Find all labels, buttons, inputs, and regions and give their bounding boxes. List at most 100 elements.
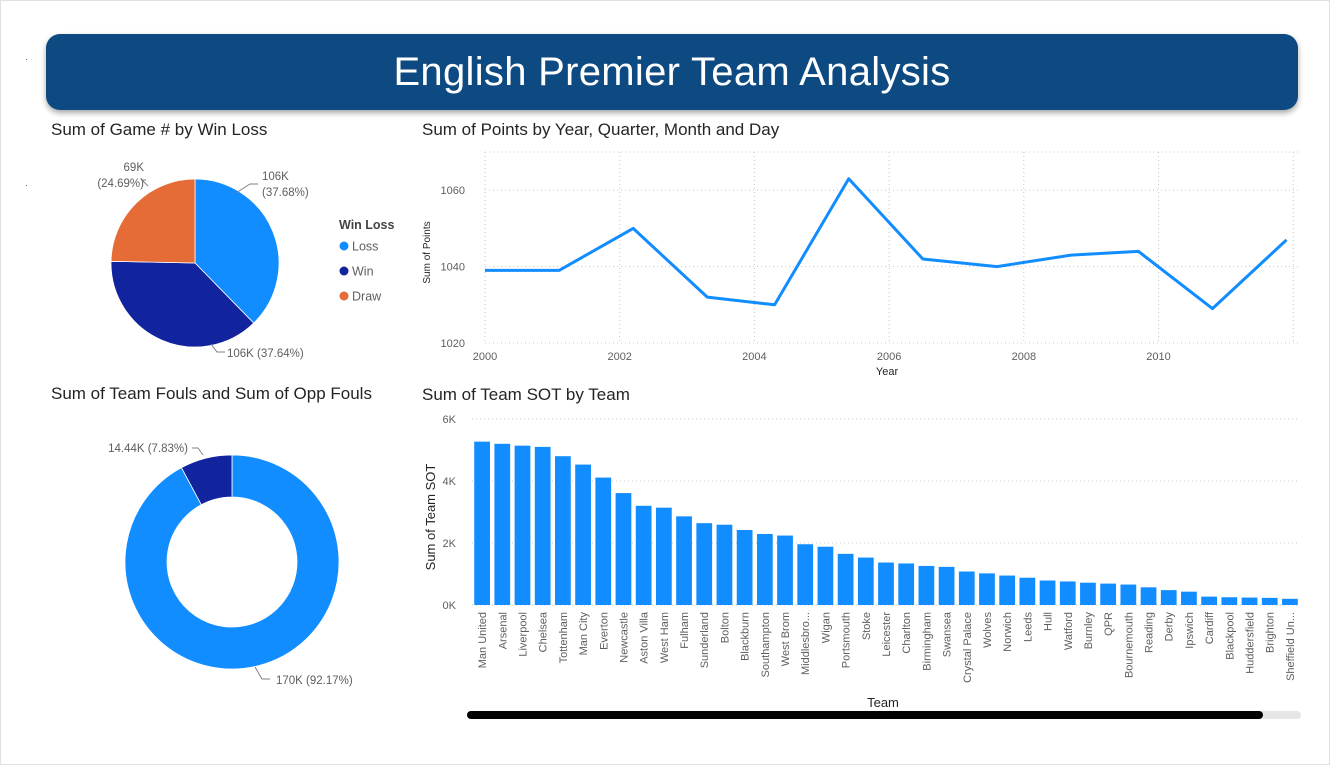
- bar-x-tick: Fulham: [679, 612, 691, 649]
- bar-leicester[interactable]: [878, 562, 894, 605]
- donut-label-minor: 14.44K (7.83%): [108, 443, 188, 455]
- bar-x-tick: Newcastle: [618, 612, 630, 663]
- bar-x-tick: Charlton: [901, 612, 913, 654]
- bar-southampton[interactable]: [756, 534, 773, 605]
- pie-leader-lines: [140, 179, 258, 353]
- bar-burnley[interactable]: [1080, 582, 1096, 605]
- bar-norwich[interactable]: [999, 575, 1016, 605]
- points-data-point[interactable]: [1283, 236, 1291, 244]
- bar-cardiff[interactable]: [1201, 596, 1217, 605]
- points-data-point[interactable]: [555, 266, 563, 274]
- bar-derby[interactable]: [1160, 590, 1177, 605]
- bar-wigan[interactable]: [817, 546, 834, 605]
- pie-slice-win[interactable]: [110, 260, 255, 348]
- fouls-donut-chart[interactable]: 170K (92.17%) 14.44K (7.83%): [40, 405, 410, 705]
- bar-man-united[interactable]: [474, 441, 490, 605]
- bar-ipswich[interactable]: [1181, 591, 1197, 605]
- team-sot-bar-chart[interactable]: 0K 2K 4K 6K Sum of Team SOT Man United Arsenal…: [410, 405, 1310, 710]
- pie-label-draw-pct: (24.69%): [97, 178, 144, 190]
- pie-label-draw-value: 69K: [124, 162, 145, 174]
- bar-x-tick: Blackburn: [740, 612, 752, 661]
- bar-leeds[interactable]: [1019, 577, 1036, 605]
- legend-item-loss[interactable]: Loss: [339, 240, 379, 254]
- points-data-point[interactable]: [919, 255, 927, 263]
- scrollbar-thumb[interactable]: [467, 711, 1263, 719]
- line-y-tick: 1040: [441, 262, 465, 274]
- legend-label: Loss: [352, 240, 378, 254]
- points-data-point[interactable]: [993, 263, 1001, 271]
- points-data-point[interactable]: [481, 266, 489, 274]
- points-data-point[interactable]: [629, 224, 637, 232]
- bar-x-tick: Chelsea: [538, 611, 550, 652]
- bar-west-brom[interactable]: [777, 535, 793, 605]
- bar-aston-villa[interactable]: [635, 505, 652, 605]
- bar-man-city[interactable]: [575, 464, 591, 605]
- bar-hull[interactable]: [1039, 580, 1056, 605]
- bar-x-tick: Leicester: [881, 612, 893, 657]
- bar-wolves[interactable]: [979, 573, 995, 605]
- line-x-tick: 2004: [742, 351, 766, 363]
- points-data-point[interactable]: [1134, 247, 1142, 255]
- bar-crystal-palace[interactable]: [958, 571, 975, 605]
- bar-qpr[interactable]: [1100, 583, 1117, 605]
- bar-blackburn[interactable]: [736, 529, 753, 605]
- pie-slice-loss[interactable]: [194, 178, 280, 324]
- donut-slice-major[interactable]: [124, 454, 340, 670]
- bar-tottenham[interactable]: [555, 456, 571, 605]
- bar-chelsea[interactable]: [534, 446, 551, 605]
- bar-bolton[interactable]: [716, 524, 733, 605]
- bar-west-ham[interactable]: [655, 507, 672, 605]
- legend-item-win[interactable]: Win: [339, 265, 374, 279]
- bar-chart-scrollbar[interactable]: [467, 711, 1301, 719]
- bar-x-tick: Bolton: [719, 612, 731, 643]
- bar-y-tick: 0K: [443, 600, 457, 612]
- bar-x-tick: West Brom: [780, 612, 792, 666]
- donut-leader-lines: [192, 447, 270, 680]
- bar-newcastle[interactable]: [615, 493, 632, 605]
- bar-fulham[interactable]: [676, 516, 692, 605]
- bar-arsenal[interactable]: [494, 443, 511, 605]
- bar-x-tick: Burnley: [1083, 612, 1095, 650]
- line-chart-title: Sum of Points by Year, Quarter, Month an…: [422, 120, 780, 139]
- bar-x-tick: Wigan: [820, 612, 832, 643]
- bar-x-tick: QPR: [1103, 612, 1115, 636]
- pie-label-win: 106K (37.64%): [227, 348, 304, 360]
- bar-sheffield-un[interactable]: [1282, 598, 1298, 605]
- bar-everton[interactable]: [595, 477, 612, 605]
- line-x-tick: 2002: [607, 351, 631, 363]
- bar-birmingham[interactable]: [918, 565, 935, 605]
- points-data-point[interactable]: [1208, 305, 1216, 313]
- bar-brighton[interactable]: [1261, 597, 1278, 605]
- points-data-point[interactable]: [845, 175, 853, 183]
- line-x-tick: 2010: [1146, 351, 1170, 363]
- legend-marker: [339, 266, 349, 276]
- bar-x-tick: Bournemouth: [1123, 612, 1135, 678]
- bar-x-tick: Hull: [1043, 612, 1055, 631]
- bar-y-tick: 6K: [443, 414, 457, 426]
- legend-item-draw[interactable]: Draw: [339, 290, 383, 304]
- bar-huddersfield[interactable]: [1241, 597, 1258, 605]
- points-data-point[interactable]: [703, 293, 711, 301]
- line-y-axis-title: Sum of Points: [422, 221, 433, 283]
- pie-label-loss-pct: (37.68%): [262, 187, 309, 199]
- win-loss-pie-chart[interactable]: 106K (37.68%) 106K (37.64%) 69K (24.69%) Win …: [40, 140, 410, 370]
- pie-label-loss-value: 106K: [262, 171, 289, 183]
- bar-liverpool[interactable]: [514, 445, 531, 605]
- bar-reading[interactable]: [1140, 587, 1157, 605]
- pie-slice-draw[interactable]: [110, 178, 196, 264]
- bar-bournemouth[interactable]: [1120, 584, 1137, 605]
- donut-slice-minor[interactable]: [180, 454, 233, 506]
- bar-charlton[interactable]: [898, 563, 915, 605]
- bar-watford[interactable]: [1059, 581, 1076, 605]
- bar-blackpool[interactable]: [1221, 597, 1238, 605]
- points-data-point[interactable]: [771, 301, 779, 309]
- bar-sunderland[interactable]: [696, 523, 713, 605]
- bar-portsmouth[interactable]: [837, 553, 854, 605]
- points-series-line[interactable]: [485, 177, 1288, 311]
- points-data-point[interactable]: [1067, 251, 1075, 259]
- bar-swansea[interactable]: [938, 566, 955, 605]
- points-line-chart[interactable]: 1020 1040 1060 2000 2002 2004 2006 2008 2010 Year…: [410, 140, 1310, 385]
- pie-legend-title: Win Loss: [339, 218, 394, 232]
- bar-stoke[interactable]: [857, 557, 874, 605]
- bar-middlesbro[interactable]: [797, 544, 814, 605]
